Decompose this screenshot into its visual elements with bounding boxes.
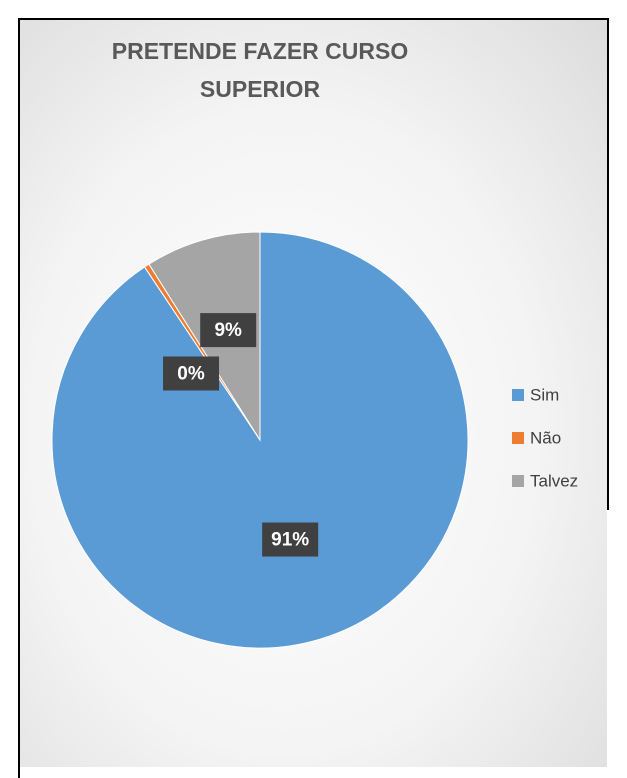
legend-swatch [512, 389, 524, 401]
legend-swatch [512, 475, 524, 487]
frame [18, 18, 609, 778]
data-label: 9% [214, 320, 242, 341]
data-label: 0% [177, 364, 205, 385]
legend-label: Sim [530, 385, 559, 404]
chart-title: PRETENDE FAZER CURSO SUPERIOR [111, 38, 409, 102]
data-label: 91% [271, 530, 309, 551]
data-label-box [200, 313, 257, 348]
data-label-box [262, 522, 319, 557]
legend-label: Não [530, 428, 561, 447]
legend-label: Talvez [530, 471, 578, 490]
frame-edge [607, 18, 609, 510]
legend-swatch [512, 432, 524, 444]
data-label-box [163, 356, 220, 391]
pie-slice [51, 231, 469, 649]
